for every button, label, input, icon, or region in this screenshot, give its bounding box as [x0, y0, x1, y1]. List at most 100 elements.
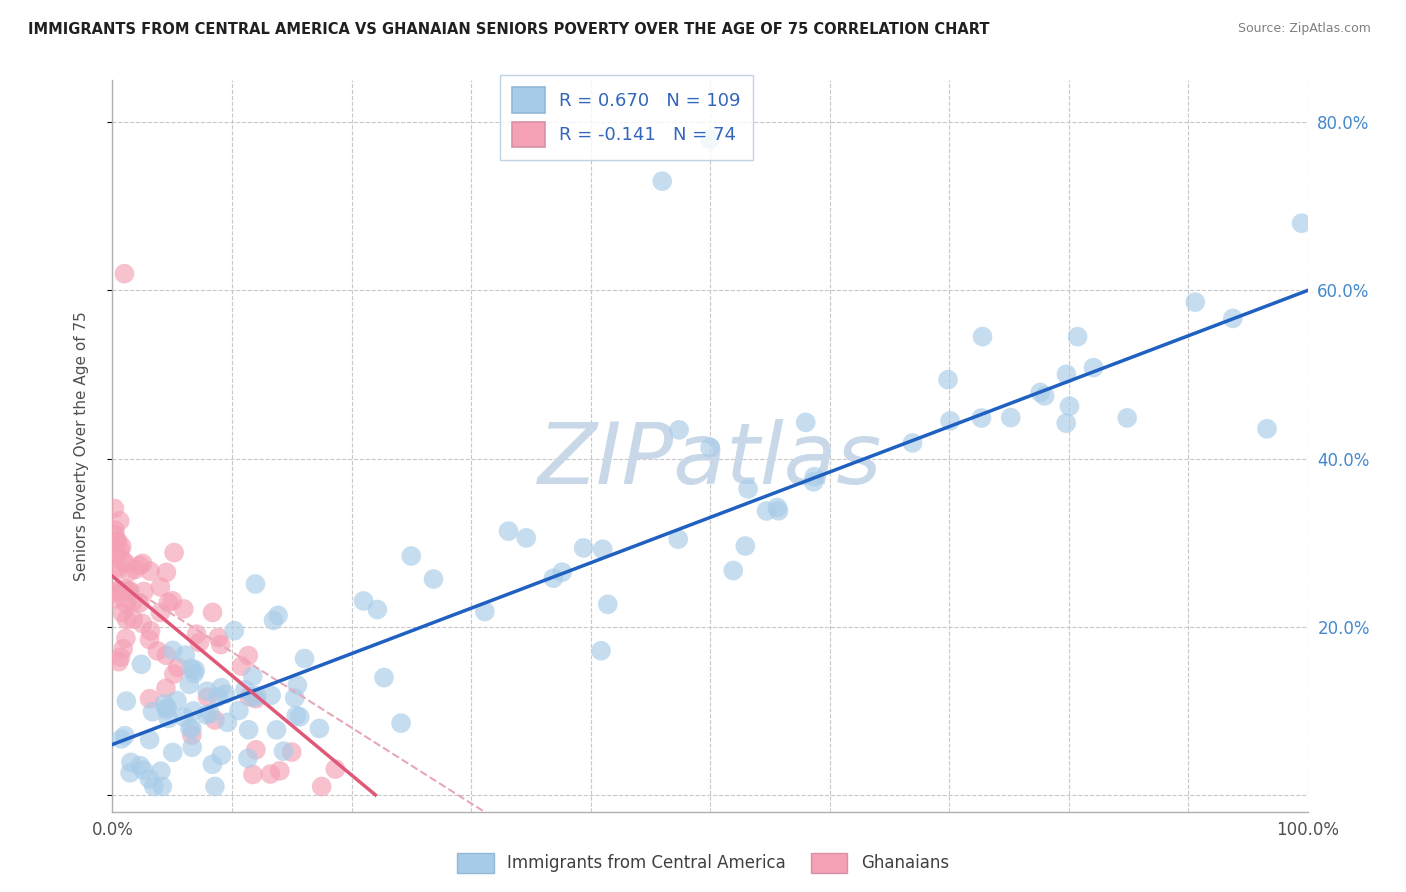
Point [1184, 295, 1206, 310]
Point [128, 596, 150, 610]
Point [217, 715, 239, 730]
Point [285, 708, 308, 723]
Point [207, 631, 229, 645]
Point [122, 612, 145, 626]
Point [269, 764, 291, 778]
Point [149, 764, 172, 779]
Point [209, 681, 232, 695]
Point [589, 644, 612, 658]
Text: Source: ZipAtlas.com: Source: ZipAtlas.com [1237, 22, 1371, 36]
Point [204, 780, 226, 794]
Point [236, 751, 259, 765]
Point [104, 586, 127, 600]
Point [131, 616, 153, 631]
Point [173, 710, 195, 724]
Point [139, 564, 162, 578]
Point [323, 762, 346, 776]
Point [766, 500, 789, 515]
Point [939, 414, 962, 428]
Point [108, 582, 131, 597]
Point [651, 174, 673, 188]
Point [124, 562, 146, 576]
Point [110, 731, 132, 746]
Point [138, 691, 160, 706]
Point [267, 608, 290, 623]
Point [186, 627, 208, 641]
Point [209, 748, 232, 763]
Point [114, 582, 136, 596]
Point [104, 536, 127, 550]
Point [936, 373, 959, 387]
Point [166, 693, 188, 707]
Point [1256, 422, 1278, 436]
Point [111, 539, 134, 553]
Point [166, 660, 188, 674]
Point [157, 711, 180, 725]
Point [142, 780, 165, 794]
Point [179, 677, 201, 691]
Point [174, 648, 197, 662]
Point [668, 423, 690, 437]
Point [768, 504, 790, 518]
Point [184, 663, 207, 677]
Point [198, 706, 221, 721]
Point [224, 624, 246, 638]
Point [153, 697, 176, 711]
Point [111, 606, 134, 620]
Point [1029, 385, 1052, 400]
Point [1054, 416, 1077, 430]
Point [146, 644, 169, 658]
Point [162, 643, 184, 657]
Point [699, 441, 721, 455]
Point [543, 571, 565, 585]
Point [551, 565, 574, 579]
Point [181, 704, 204, 718]
Point [596, 597, 619, 611]
Legend: R = 0.670   N = 109, R = -0.141   N = 74: R = 0.670 N = 109, R = -0.141 N = 74 [499, 75, 754, 160]
Point [1033, 389, 1056, 403]
Point [105, 548, 128, 562]
Point [228, 704, 250, 718]
Point [970, 411, 993, 425]
Point [1116, 411, 1139, 425]
Point [263, 613, 285, 627]
Point [308, 722, 330, 736]
Point [311, 780, 333, 794]
Point [120, 756, 142, 770]
Point [105, 535, 128, 549]
Point [246, 689, 269, 703]
Point [163, 667, 186, 681]
Point [389, 716, 412, 731]
Point [155, 681, 177, 696]
Point [141, 705, 163, 719]
Point [150, 780, 173, 794]
Point [207, 690, 229, 705]
Point [214, 687, 236, 701]
Point [104, 523, 127, 537]
Point [188, 635, 211, 649]
Point [138, 632, 160, 647]
Point [1059, 399, 1081, 413]
Point [197, 690, 219, 704]
Point [1222, 311, 1244, 326]
Point [132, 584, 155, 599]
Point [737, 482, 759, 496]
Point [209, 638, 232, 652]
Point [179, 722, 201, 736]
Point [118, 583, 141, 598]
Point [288, 710, 311, 724]
Legend: Immigrants from Central America, Ghanaians: Immigrants from Central America, Ghanaia… [450, 847, 956, 880]
Point [139, 624, 162, 638]
Point [572, 541, 595, 555]
Point [138, 772, 160, 786]
Point [592, 542, 614, 557]
Point [118, 565, 141, 579]
Point [972, 329, 994, 343]
Point [803, 475, 825, 489]
Point [115, 632, 138, 646]
Point [112, 641, 135, 656]
Point [901, 436, 924, 450]
Point [231, 659, 253, 673]
Point [266, 723, 288, 737]
Point [242, 669, 264, 683]
